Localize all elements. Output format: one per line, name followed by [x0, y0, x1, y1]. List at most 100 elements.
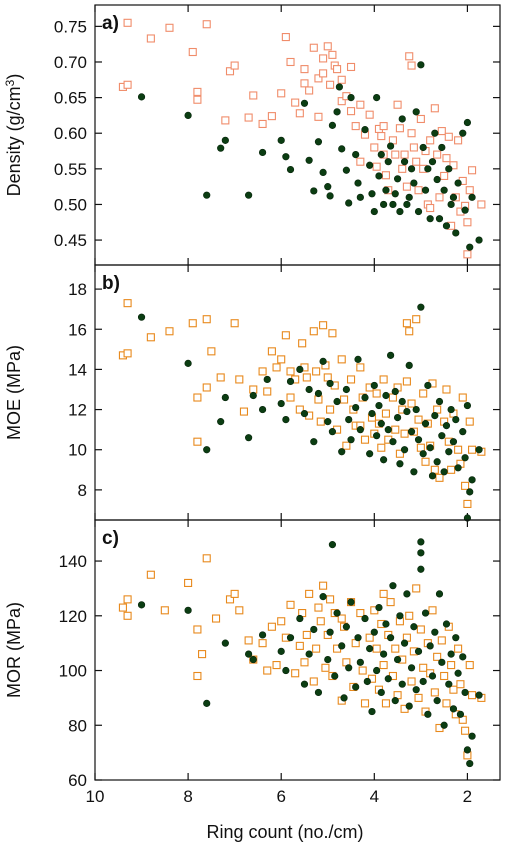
y-tick-label: 18 [68, 280, 87, 299]
open-square-point [442, 699, 451, 708]
filled-point [370, 381, 378, 390]
filled-point [373, 432, 381, 440]
x-axis-label: Ring count (no./cm) [206, 822, 363, 842]
open-square-point [314, 112, 323, 121]
open-square-point [302, 630, 311, 639]
filled-point [184, 359, 192, 367]
filled-point [417, 565, 425, 573]
open-square-point [235, 375, 244, 384]
open-square-point [165, 23, 174, 32]
open-square-point [184, 578, 193, 587]
filled-point [447, 405, 455, 414]
open-square-point [370, 143, 379, 152]
filled-point [370, 628, 378, 636]
filled-point [245, 191, 253, 199]
filled-point [426, 215, 434, 223]
filled-point [389, 438, 397, 446]
plot-frame [94, 519, 501, 781]
filled-point [356, 658, 364, 666]
open-square-point [216, 373, 225, 382]
open-square-point [123, 18, 132, 27]
open-square-point [346, 62, 356, 72]
open-square-point [309, 677, 318, 686]
filled-point [249, 655, 257, 664]
filled-point [377, 420, 385, 428]
open-square-point [419, 389, 428, 398]
open-square-point [377, 443, 386, 452]
filled-point [426, 444, 434, 452]
y-tick-label: 0.75 [54, 17, 87, 36]
filled-point [463, 118, 472, 127]
open-square-point [193, 393, 202, 402]
open-square-point [356, 157, 365, 166]
open-square-point [316, 617, 325, 626]
filled-point [221, 136, 229, 144]
filled-point [447, 200, 455, 209]
filled-point [428, 158, 437, 166]
filled-point [354, 634, 362, 642]
x-tick-label: 10 [86, 787, 105, 806]
open-square-point [395, 449, 404, 458]
open-square-point [244, 636, 253, 645]
open-square-point [123, 611, 132, 620]
open-square-point [458, 393, 467, 402]
open-square-point [379, 589, 388, 598]
filled-point [426, 642, 434, 650]
filled-point [461, 688, 469, 697]
open-square-point [277, 617, 286, 626]
open-square-point [193, 437, 202, 446]
open-square-point [258, 367, 267, 376]
open-square-point [202, 20, 211, 29]
filled-point [277, 136, 285, 144]
filled-point [331, 672, 339, 680]
open-square-point [379, 122, 388, 131]
open-square-point [193, 625, 202, 634]
open-square-point [258, 119, 267, 129]
open-square-point [314, 603, 323, 612]
open-square-point [351, 122, 360, 131]
filled-point [396, 207, 404, 216]
filled-point [361, 126, 369, 134]
x-tick-label: 8 [183, 787, 192, 806]
filled-point [347, 436, 355, 444]
open-square-point [407, 399, 416, 408]
filled-point [282, 666, 290, 675]
open-square-point [454, 445, 463, 454]
open-square-point [447, 661, 456, 670]
filled-point [286, 377, 295, 386]
open-square-point [263, 666, 272, 675]
filled-point [428, 672, 437, 680]
open-square-point [321, 663, 330, 672]
open-square-point [379, 661, 388, 670]
open-square-point [316, 417, 325, 426]
y-tick-label: 0.60 [54, 124, 87, 143]
open-square-point [356, 609, 365, 618]
open-square-point [419, 663, 428, 672]
filled-point [221, 393, 229, 402]
filled-point [405, 361, 413, 369]
filled-point [368, 707, 376, 716]
filled-point [324, 655, 332, 664]
open-square-point [207, 347, 216, 356]
filled-point [345, 199, 353, 207]
filled-point [368, 409, 376, 418]
filled-point [300, 409, 309, 418]
filled-point [258, 148, 267, 157]
open-square-point [202, 383, 211, 392]
open-square-point [323, 42, 332, 51]
filled-point [400, 446, 409, 454]
open-square-point [437, 127, 446, 136]
filled-point [310, 438, 318, 446]
filled-point [449, 705, 458, 713]
open-square-point [326, 595, 335, 604]
filled-point [203, 191, 211, 199]
filled-point [403, 407, 411, 416]
open-square-point [372, 389, 381, 398]
filled-point [361, 393, 369, 402]
open-square-point [230, 589, 239, 598]
open-square-point [433, 150, 442, 159]
filled-point [342, 166, 350, 174]
filled-point [354, 179, 362, 187]
open-square-point [305, 589, 314, 598]
open-square-point [398, 164, 407, 173]
